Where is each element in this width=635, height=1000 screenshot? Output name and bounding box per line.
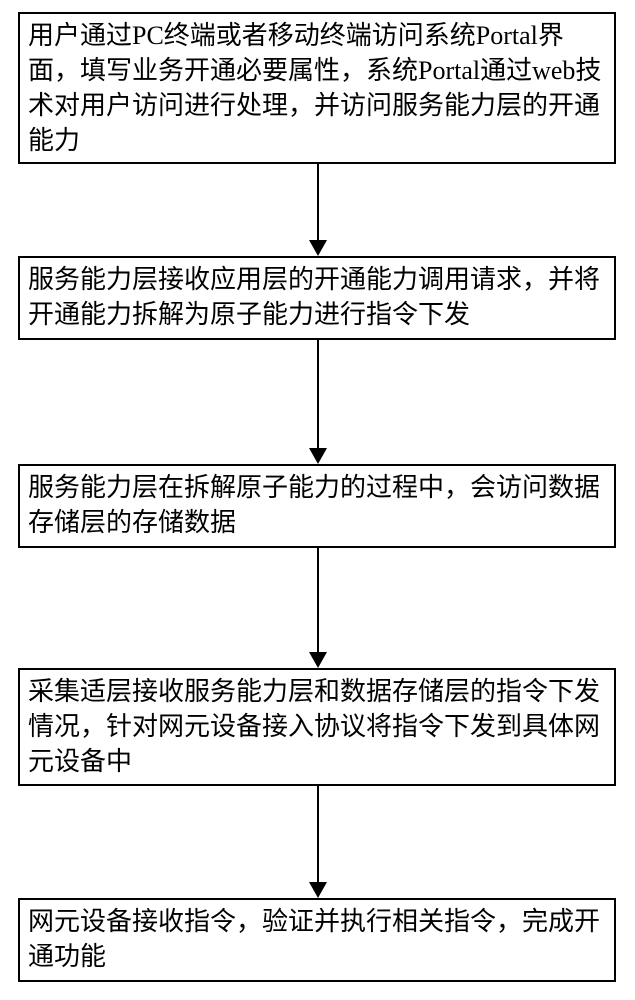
flow-node-1: 用户通过PC终端或者移动终端访问系统Portal界面，填写业务开通必要属性，系统… (18, 12, 616, 164)
flow-node-4-text: 采集适层接收服务能力层和数据存储层的指令下发情况，针对网元设备接入协议将指令下发… (28, 674, 606, 779)
flow-arrow-1-head (309, 240, 327, 256)
flow-arrow-1-line (317, 164, 319, 240)
flow-node-2-text: 服务能力层接收应用层的开通能力调用请求，并将开通能力拆解为原子能力进行指令下发 (28, 262, 606, 332)
flow-arrow-4-line (317, 786, 319, 882)
flow-node-5: 网元设备接收指令，验证并执行相关指令，完成开通功能 (18, 898, 616, 982)
flow-node-3-text: 服务能力层在拆解原子能力的过程中，会访问数据存储层的存储数据 (28, 470, 606, 540)
flow-node-2: 服务能力层接收应用层的开通能力调用请求，并将开通能力拆解为原子能力进行指令下发 (18, 256, 616, 340)
flow-node-5-text: 网元设备接收指令，验证并执行相关指令，完成开通功能 (28, 904, 606, 974)
flow-node-3: 服务能力层在拆解原子能力的过程中，会访问数据存储层的存储数据 (18, 464, 616, 548)
flow-node-4: 采集适层接收服务能力层和数据存储层的指令下发情况，针对网元设备接入协议将指令下发… (18, 668, 616, 786)
flowchart-canvas: 用户通过PC终端或者移动终端访问系统Portal界面，填写业务开通必要属性，系统… (0, 0, 635, 1000)
flow-arrow-2-line (317, 340, 319, 448)
flow-arrow-3-line (317, 548, 319, 652)
flow-node-1-text: 用户通过PC终端或者移动终端访问系统Portal界面，填写业务开通必要属性，系统… (28, 18, 606, 158)
flow-arrow-2-head (309, 448, 327, 464)
flow-arrow-4-head (309, 882, 327, 898)
flow-arrow-3-head (309, 652, 327, 668)
